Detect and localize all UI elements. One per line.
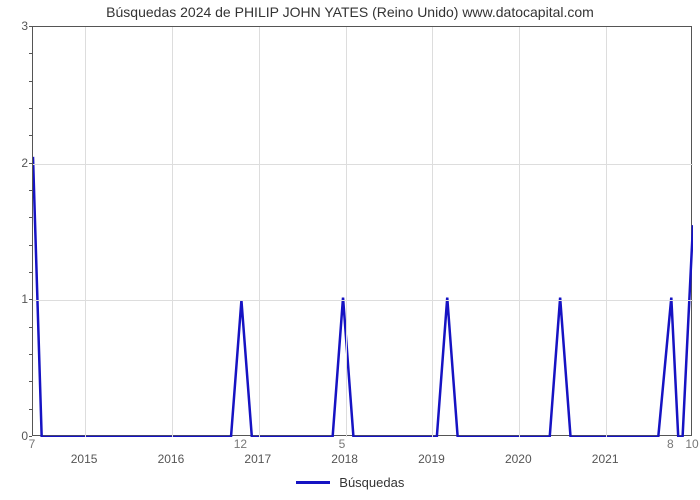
x-tick-label: 2015	[71, 452, 98, 466]
plot-area	[32, 26, 692, 436]
y-minor-tick	[29, 409, 32, 410]
x-tick-label: 2019	[418, 452, 445, 466]
y-minor-tick	[29, 135, 32, 136]
data-point-label: 7	[29, 437, 36, 451]
y-tick-label: 3	[8, 19, 28, 33]
gridline-vertical	[346, 27, 347, 437]
y-minor-tick	[29, 327, 32, 328]
gridline-horizontal	[33, 300, 693, 301]
line-series	[33, 27, 693, 437]
gridline-vertical	[172, 27, 173, 437]
legend-swatch	[296, 481, 330, 484]
y-tick-label: 1	[8, 292, 28, 306]
x-tick-label: 2020	[505, 452, 532, 466]
gridline-vertical	[85, 27, 86, 437]
y-minor-tick	[29, 163, 32, 164]
y-tick-label: 2	[8, 156, 28, 170]
gridline-vertical	[606, 27, 607, 437]
x-tick-label: 2021	[592, 452, 619, 466]
y-minor-tick	[29, 108, 32, 109]
y-minor-tick	[29, 381, 32, 382]
gridline-vertical	[259, 27, 260, 437]
data-point-label: 12	[234, 437, 247, 451]
chart-container: Búsquedas 2024 de PHILIP JOHN YATES (Rei…	[0, 0, 700, 500]
y-minor-tick	[29, 217, 32, 218]
data-point-label: 8	[667, 437, 674, 451]
series-line	[33, 157, 693, 437]
legend-label: Búsquedas	[339, 475, 404, 490]
y-minor-tick	[29, 245, 32, 246]
y-minor-tick	[29, 190, 32, 191]
y-minor-tick	[29, 53, 32, 54]
gridline-vertical	[432, 27, 433, 437]
legend: Búsquedas	[0, 474, 700, 490]
chart-title: Búsquedas 2024 de PHILIP JOHN YATES (Rei…	[0, 4, 700, 20]
gridline-horizontal	[33, 164, 693, 165]
y-tick-label: 0	[8, 429, 28, 443]
y-minor-tick	[29, 354, 32, 355]
gridline-vertical	[519, 27, 520, 437]
y-minor-tick	[29, 81, 32, 82]
data-point-label: 5	[339, 437, 346, 451]
x-tick-label: 2017	[244, 452, 271, 466]
x-tick-label: 2018	[331, 452, 358, 466]
y-minor-tick	[29, 299, 32, 300]
x-tick-label: 2016	[158, 452, 185, 466]
y-minor-tick	[29, 26, 32, 27]
y-minor-tick	[29, 272, 32, 273]
data-point-label: 10	[685, 437, 698, 451]
